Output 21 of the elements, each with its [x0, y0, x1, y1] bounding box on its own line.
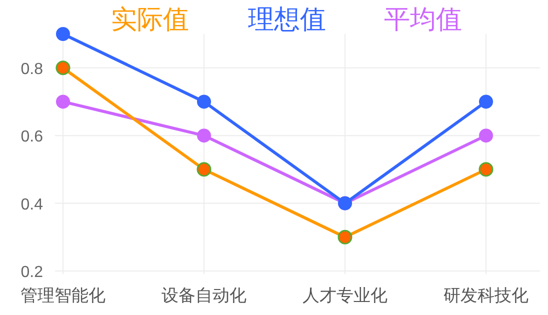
point: [479, 94, 493, 109]
point: [479, 128, 493, 143]
text: 理想值: [248, 5, 326, 34]
point: [196, 162, 212, 177]
text: 平均值: [384, 5, 462, 34]
point: [56, 94, 70, 109]
y-tick-label: 0.8: [20, 60, 44, 78]
point: [56, 27, 70, 41]
x-tick-label: 设备自动化: [162, 286, 246, 306]
point: [56, 60, 70, 76]
text: 实际值: [111, 5, 189, 34]
x-tick-label: 管理智能化: [20, 286, 106, 306]
y-tick-label: 0.2: [20, 264, 44, 281]
point: [197, 94, 211, 109]
point: [197, 128, 211, 143]
x-tick-label: 研发科技化: [444, 286, 528, 306]
point: [478, 162, 494, 177]
point: [338, 230, 352, 244]
y-tick-label: 0.4: [20, 196, 44, 214]
x-tick-label: 人才专业化: [302, 286, 388, 306]
y-tick-label: 0.6: [20, 128, 44, 146]
